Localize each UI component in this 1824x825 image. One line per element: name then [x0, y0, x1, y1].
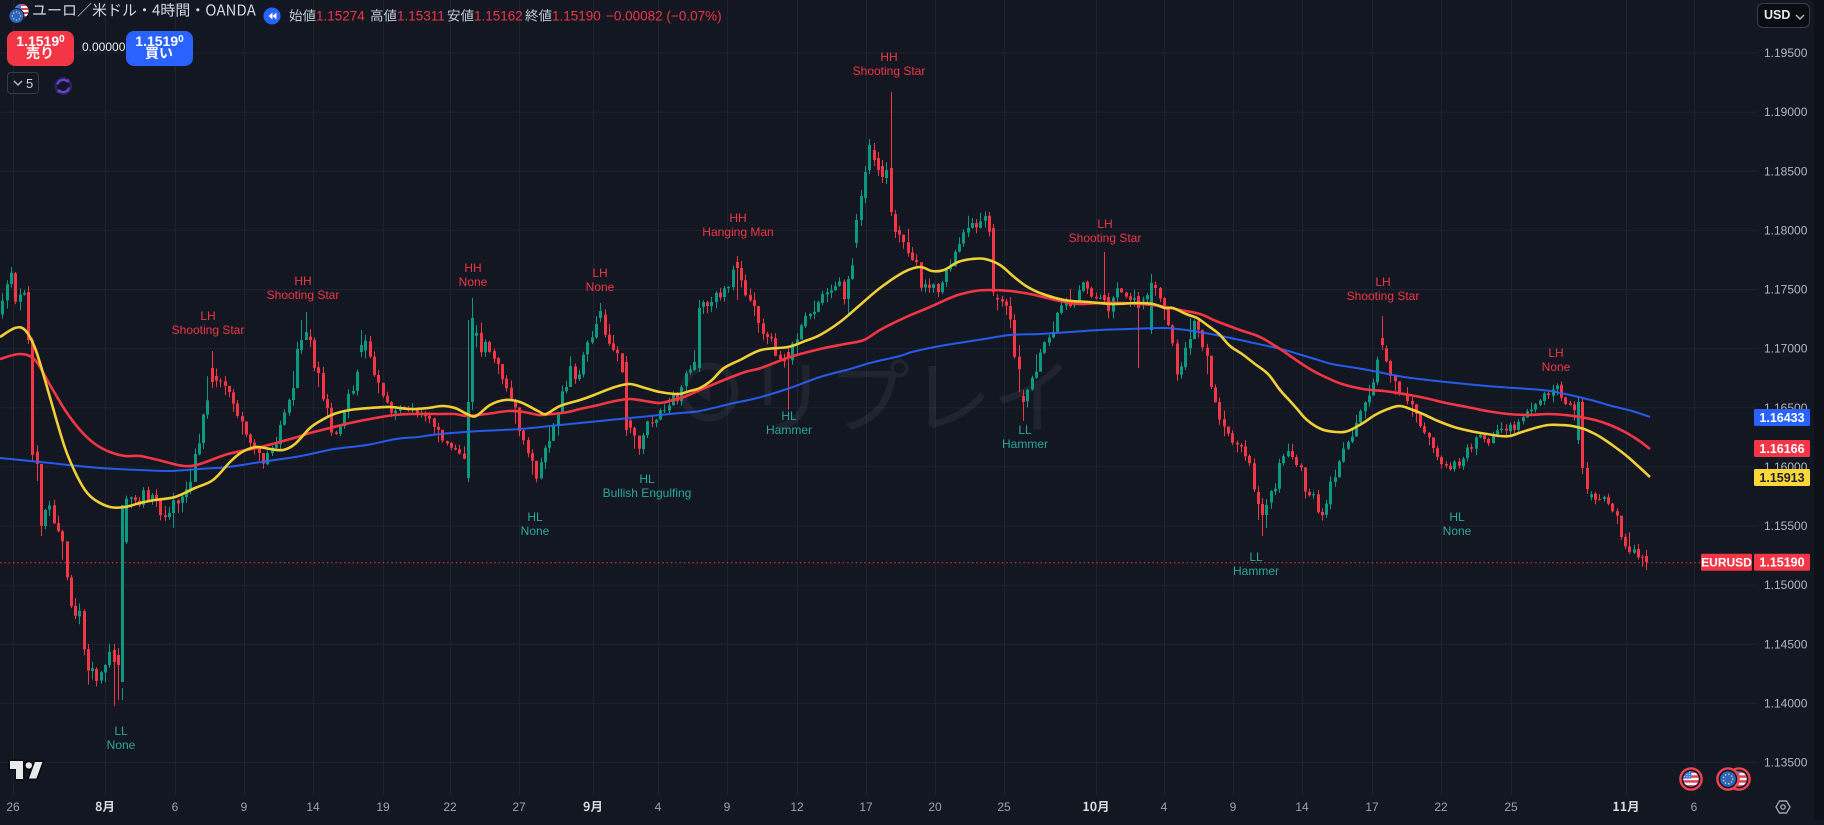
- svg-text:Shooting Star: Shooting Star: [1069, 231, 1142, 245]
- svg-text:Hammer: Hammer: [1002, 437, 1048, 451]
- svg-text:LH: LH: [1097, 217, 1112, 231]
- svg-text:HL: HL: [1449, 510, 1465, 524]
- svg-text:1.17000: 1.17000: [1764, 342, 1808, 356]
- svg-text:6: 6: [172, 800, 179, 814]
- svg-text:Shooting Star: Shooting Star: [172, 323, 245, 337]
- svg-text:Shooting Star: Shooting Star: [267, 288, 340, 302]
- svg-text:HL: HL: [527, 510, 543, 524]
- svg-text:Bullish Engulfing: Bullish Engulfing: [603, 486, 692, 500]
- svg-text:22: 22: [443, 800, 457, 814]
- svg-text:1.15190: 1.15190: [552, 9, 601, 24]
- svg-text:25: 25: [997, 800, 1011, 814]
- svg-text:1.16166: 1.16166: [1759, 442, 1804, 456]
- svg-text:1.15274: 1.15274: [316, 9, 365, 24]
- svg-text:HH: HH: [880, 50, 897, 64]
- svg-text:−0.00082 (−0.07%): −0.00082 (−0.07%): [606, 9, 722, 24]
- svg-text:1.13500: 1.13500: [1764, 756, 1808, 770]
- svg-text:20: 20: [928, 800, 942, 814]
- svg-text:None: None: [1542, 360, 1571, 374]
- svg-text:HL: HL: [781, 409, 797, 423]
- svg-text:25: 25: [1504, 800, 1518, 814]
- svg-text:LL: LL: [114, 724, 128, 738]
- svg-text:HH: HH: [464, 261, 481, 275]
- svg-text:HH: HH: [729, 211, 746, 225]
- svg-text:17: 17: [1365, 800, 1379, 814]
- svg-text:14: 14: [306, 800, 320, 814]
- svg-text:1.15162: 1.15162: [474, 9, 523, 24]
- svg-text:Hammer: Hammer: [1233, 564, 1279, 578]
- svg-text:1.15190: 1.15190: [1759, 556, 1804, 570]
- svg-text:9: 9: [724, 800, 731, 814]
- svg-text:None: None: [107, 738, 136, 752]
- svg-text:1.17500: 1.17500: [1764, 283, 1808, 297]
- svg-text:LH: LH: [592, 266, 607, 280]
- svg-text:1.15311: 1.15311: [397, 9, 445, 24]
- svg-text:LL: LL: [1018, 423, 1032, 437]
- svg-text:1.18500: 1.18500: [1764, 164, 1808, 178]
- svg-text:1.15500: 1.15500: [1764, 519, 1808, 533]
- svg-text:1.14500: 1.14500: [1764, 637, 1808, 651]
- svg-text:LH: LH: [1548, 346, 1563, 360]
- svg-text:9: 9: [241, 800, 248, 814]
- svg-text:Hammer: Hammer: [766, 423, 812, 437]
- svg-text:1.15913: 1.15913: [1759, 471, 1804, 485]
- svg-text:1.19500: 1.19500: [1764, 46, 1808, 60]
- svg-text:1.16433: 1.16433: [1759, 411, 1804, 425]
- svg-text:LL: LL: [1249, 550, 1263, 564]
- svg-text:4: 4: [655, 800, 662, 814]
- svg-text:Shooting Star: Shooting Star: [1347, 289, 1420, 303]
- svg-text:19: 19: [376, 800, 390, 814]
- svg-text:14: 14: [1295, 800, 1309, 814]
- svg-text:EURUSD: EURUSD: [1701, 556, 1752, 570]
- svg-text:None: None: [521, 524, 550, 538]
- svg-text:12: 12: [790, 800, 804, 814]
- svg-text:26: 26: [6, 800, 20, 814]
- svg-text:6: 6: [1691, 800, 1698, 814]
- svg-text:HL: HL: [639, 472, 655, 486]
- svg-text:None: None: [459, 275, 488, 289]
- svg-text:Shooting Star: Shooting Star: [853, 64, 926, 78]
- svg-text:HH: HH: [294, 274, 311, 288]
- svg-text:5: 5: [26, 76, 33, 91]
- svg-text:1.18000: 1.18000: [1764, 223, 1808, 237]
- svg-text:9: 9: [1230, 800, 1237, 814]
- svg-text:4: 4: [1161, 800, 1168, 814]
- svg-text:None: None: [586, 280, 615, 294]
- svg-text:22: 22: [1434, 800, 1448, 814]
- svg-text:1.14000: 1.14000: [1764, 696, 1808, 710]
- svg-text:None: None: [1443, 524, 1472, 538]
- svg-text:LH: LH: [1375, 275, 1390, 289]
- svg-text:27: 27: [512, 800, 526, 814]
- svg-text:1.15000: 1.15000: [1764, 578, 1808, 592]
- svg-text:17: 17: [859, 800, 873, 814]
- svg-text:Hanging Man: Hanging Man: [702, 225, 773, 239]
- svg-text:LH: LH: [200, 309, 215, 323]
- svg-text:1.19000: 1.19000: [1764, 105, 1808, 119]
